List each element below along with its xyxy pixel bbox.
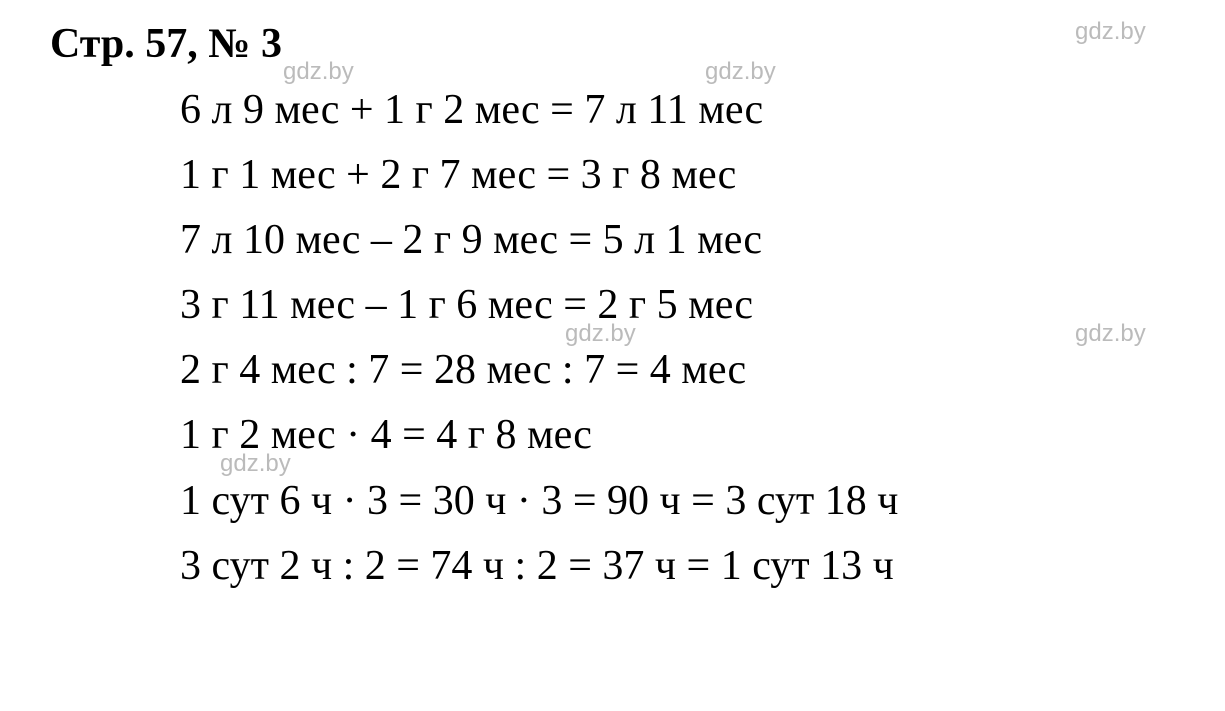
watermark: gdz.by xyxy=(220,450,291,478)
watermark: gdz.by xyxy=(1075,320,1146,348)
equation-line: 1 г 1 мес + 2 г 7 мес = 3 г 8 мес xyxy=(50,143,1175,208)
page-title: Стр. 57, № 3 xyxy=(50,20,1175,68)
equation-line: 1 г 2 мес · 4 = 4 г 8 мес xyxy=(50,403,1175,468)
equation-line: 6 л 9 мес + 1 г 2 мес = 7 л 11 мес xyxy=(50,78,1175,143)
watermark: gdz.by xyxy=(283,58,354,86)
equation-line: 2 г 4 мес : 7 = 28 мес : 7 = 4 мес xyxy=(50,338,1175,403)
watermark: gdz.by xyxy=(1075,18,1146,46)
equation-line: 7 л 10 мес – 2 г 9 мес = 5 л 1 мес xyxy=(50,208,1175,273)
equation-line: 1 сут 6 ч · 3 = 30 ч · 3 = 90 ч = 3 сут … xyxy=(50,469,1175,534)
equation-line: 3 сут 2 ч : 2 = 74 ч : 2 = 37 ч = 1 сут … xyxy=(50,534,1175,599)
watermark: gdz.by xyxy=(565,320,636,348)
watermark: gdz.by xyxy=(705,58,776,86)
document-content: Стр. 57, № 3 6 л 9 мес + 1 г 2 мес = 7 л… xyxy=(0,0,1225,619)
